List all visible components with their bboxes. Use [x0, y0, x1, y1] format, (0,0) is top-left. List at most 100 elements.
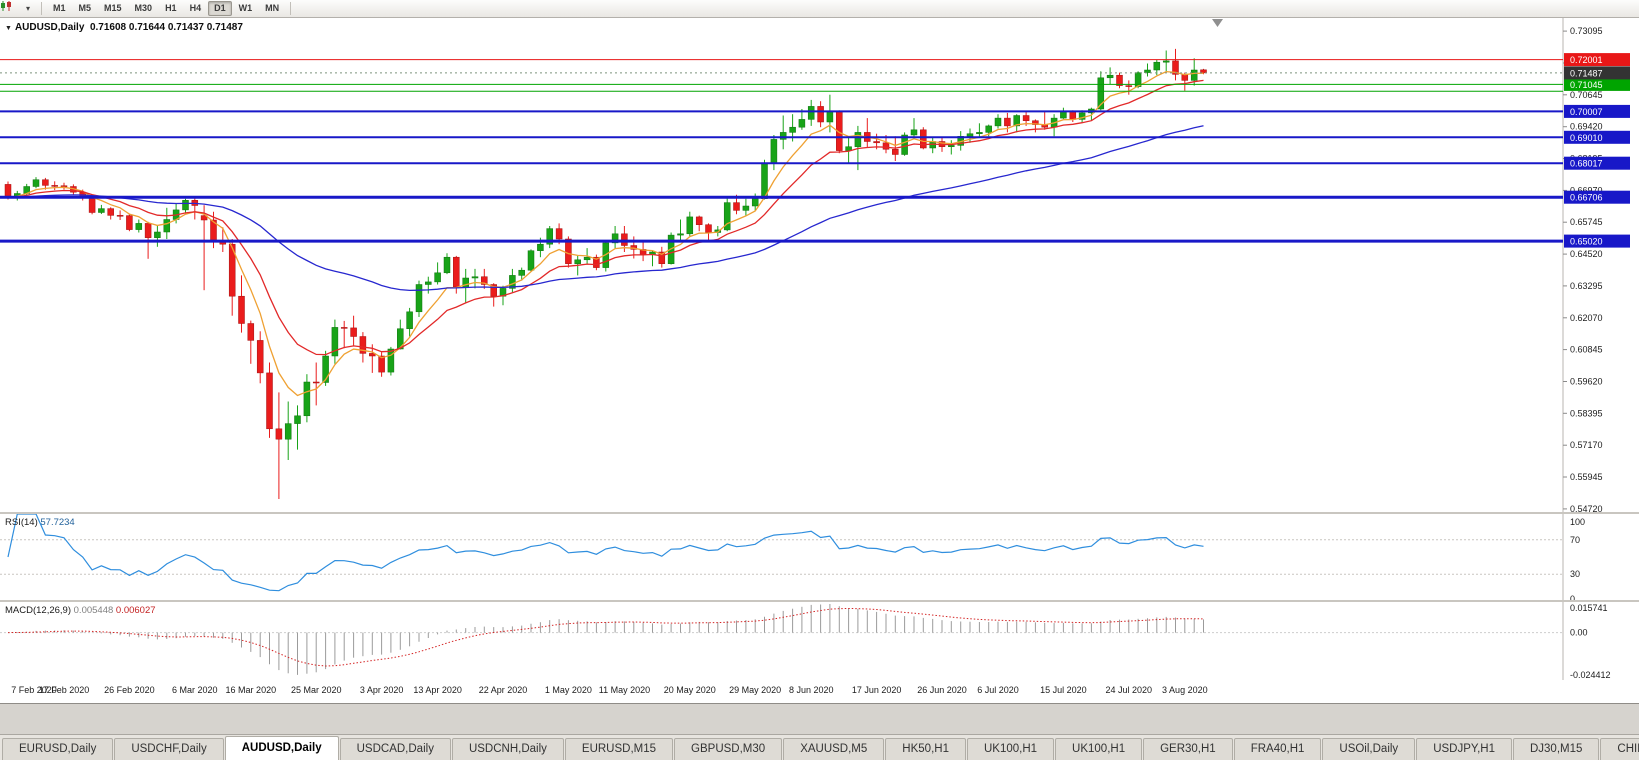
- ma-line-50: [7, 125, 1204, 292]
- svg-text:0.65020: 0.65020: [1570, 237, 1603, 247]
- rsi-value: 57.7234: [40, 517, 75, 528]
- chart-tab-uk100-h1[interactable]: UK100,H1: [966, 738, 1055, 760]
- price-tick: 0.60845: [1563, 345, 1603, 355]
- date-tick-label: 15 Jul 2020: [1040, 685, 1087, 695]
- price-chart-pane[interactable]: 0.730950.718700.706450.694200.681950.669…: [0, 18, 1639, 512]
- chart-tab-xauusd-m5[interactable]: XAUUSD,M5: [783, 738, 885, 760]
- macd-main-value: 0.005448: [73, 605, 114, 616]
- timeframe-buttons: M1 M5 M15 M30 H1 H4 D1 W1 MN: [47, 1, 285, 16]
- date-tick-label: 26 Feb 2020: [104, 685, 155, 695]
- chart-tab-ger30-h1[interactable]: GER30,H1: [1143, 738, 1233, 760]
- pane-splitter[interactable]: [0, 512, 1639, 514]
- chart-tab-usdcad-daily[interactable]: USDCAD,Daily: [339, 738, 451, 760]
- timeframe-button-w1[interactable]: W1: [233, 1, 259, 16]
- toolbar-separator: [290, 2, 292, 15]
- chart-tab-usdchf-daily[interactable]: USDCHF,Daily: [114, 738, 224, 760]
- svg-text:0.57170: 0.57170: [1570, 440, 1603, 450]
- date-tick-label: 25 Mar 2020: [290, 685, 342, 695]
- svg-text:0.70007: 0.70007: [1570, 107, 1603, 117]
- price-badge: 0.69010: [1564, 130, 1630, 144]
- timeframe-button-mn[interactable]: MN: [259, 1, 285, 16]
- svg-text:0.62070: 0.62070: [1570, 313, 1603, 323]
- chart-tab-dj30-m15[interactable]: DJ30,M15: [1512, 738, 1600, 760]
- svg-text:0.58395: 0.58395: [1570, 408, 1603, 418]
- price-tick: 0.66970: [1563, 185, 1603, 195]
- price-tick: 0.63295: [1563, 281, 1603, 291]
- chart-tab-usdjpy-h1[interactable]: USDJPY,H1: [1416, 738, 1512, 760]
- time-axis[interactable]: 7 Feb 2020 17 Feb 2020 26 Feb 2020 6 Mar 20…: [0, 680, 1639, 702]
- chart-ohlc-values: 0.71608 0.71644 0.71437 0.71487: [89, 22, 243, 33]
- date-tick-label: 24 Jul 2020: [1105, 685, 1153, 695]
- price-badge: 0.71045: [1564, 77, 1630, 91]
- date-tick-label: 8 Jun 2020: [788, 685, 834, 695]
- chart-tab-china300-h4[interactable]: CHINA300,H4: [1600, 738, 1639, 760]
- timeframe-button-m1[interactable]: M1: [47, 1, 72, 16]
- chart-tab-eurusd-daily[interactable]: EURUSD,Daily: [2, 738, 114, 760]
- chart-tab-usoil-daily[interactable]: USOil,Daily: [1322, 738, 1416, 760]
- chart-tab-gbpusd-m30[interactable]: GBPUSD,M30: [674, 738, 783, 760]
- svg-text:0.66970: 0.66970: [1570, 185, 1603, 195]
- chart-title: ▼ AUDUSD,Daily 0.71608 0.71644 0.71437 0.…: [5, 22, 243, 33]
- date-tick-label: 17 Jun 2020: [851, 685, 902, 695]
- chart-tab-eurusd-m15[interactable]: EURUSD,M15: [564, 738, 674, 760]
- macd-label: MACD(12,26,9) 0.005448 0.006027: [5, 605, 156, 616]
- chart-menu-caret-icon[interactable]: ▾: [25, 4, 30, 13]
- svg-text:0.59620: 0.59620: [1570, 377, 1603, 387]
- timeframe-button-m30[interactable]: M30: [129, 1, 159, 16]
- chart-tab-uk100-h1[interactable]: UK100,H1: [1055, 738, 1143, 760]
- price-tick: 0.69420: [1563, 122, 1603, 132]
- svg-text:0.66706: 0.66706: [1570, 193, 1603, 203]
- svg-text:0.65745: 0.65745: [1570, 217, 1603, 227]
- chart-tab-audusd-daily[interactable]: AUDUSD,Daily: [224, 736, 339, 760]
- svg-text:0: 0: [1570, 594, 1575, 600]
- chart-shift-marker[interactable]: [1212, 19, 1223, 27]
- toolbar-separator: [41, 2, 42, 15]
- date-tick-label: 29 May 2020: [729, 685, 782, 695]
- price-tick: 0.59620: [1563, 377, 1603, 387]
- price-tick: 0.57170: [1563, 440, 1603, 450]
- price-badge: 0.68017: [1564, 156, 1630, 170]
- rsi-indicator-pane[interactable]: 100 70 30 0 RSI(14) 57.7234: [0, 514, 1639, 600]
- svg-text:0.71045: 0.71045: [1570, 80, 1603, 90]
- timeframe-button-m5[interactable]: M5: [73, 1, 98, 16]
- price-badge: 0.72001: [1564, 53, 1630, 67]
- price-tick: 0.65745: [1563, 217, 1603, 227]
- price-tick: 0.73095: [1563, 26, 1603, 36]
- timeframe-button-d1[interactable]: D1: [208, 1, 232, 16]
- date-tick-label: 11 May 2020: [598, 685, 651, 695]
- price-badge: 0.66706: [1564, 190, 1630, 204]
- date-tick-label: 3 Aug 2020: [1162, 685, 1208, 695]
- date-tick-label: 16 Mar 2020: [225, 685, 277, 695]
- svg-text:0.015741: 0.015741: [1570, 603, 1608, 613]
- pane-splitter[interactable]: [0, 600, 1639, 602]
- one-click-trading-icon[interactable]: ▼: [5, 25, 12, 32]
- chart-window: 0.730950.718700.706450.694200.681950.669…: [0, 18, 1639, 704]
- price-tick: 0.70645: [1563, 90, 1603, 100]
- rsi-line: [7, 514, 1204, 592]
- date-tick-label: 7 Feb 2020: [11, 685, 57, 695]
- chart-symbol-period: AUDUSD,Daily: [14, 22, 85, 33]
- price-tick: 0.54720: [1563, 504, 1603, 512]
- macd-signal-line: [7, 607, 1204, 667]
- svg-text:0.60845: 0.60845: [1570, 345, 1603, 355]
- date-tick-label: 6 Jul 2020: [977, 685, 1019, 695]
- date-tick-label: 26 Jun 2020: [917, 685, 967, 695]
- mini-candles-glyph: [1, 1, 11, 11]
- timeframe-button-m15[interactable]: M15: [98, 1, 128, 16]
- timeframe-toolbar: ▾ M1 M5 M15 M30 H1 H4 D1 W1 MN: [0, 0, 1639, 18]
- svg-text:0.73095: 0.73095: [1570, 26, 1603, 36]
- timeframe-button-h1[interactable]: H1: [159, 1, 183, 16]
- chart-tab-fra40-h1[interactable]: FRA40,H1: [1233, 738, 1322, 760]
- svg-text:-0.024412: -0.024412: [1570, 670, 1611, 680]
- price-tick: 0.58395: [1563, 408, 1603, 418]
- chart-tab-hk50-h1[interactable]: HK50,H1: [885, 738, 966, 760]
- chart-tab-usdcnh-daily[interactable]: USDCNH,Daily: [451, 738, 564, 760]
- timeframe-button-h4[interactable]: H4: [184, 1, 208, 16]
- chart-type-icon[interactable]: [1, 1, 19, 16]
- date-tick-label: 13 Apr 2020: [413, 685, 462, 695]
- svg-text:0.64520: 0.64520: [1570, 249, 1603, 259]
- svg-text:70: 70: [1570, 535, 1580, 545]
- date-tick-label: 22 Apr 2020: [478, 685, 528, 695]
- macd-indicator-pane[interactable]: 0.015741 0.00 -0.024412 MACD(12,26,9) 0.00…: [0, 602, 1639, 680]
- price-tick: 0.62070: [1563, 313, 1603, 323]
